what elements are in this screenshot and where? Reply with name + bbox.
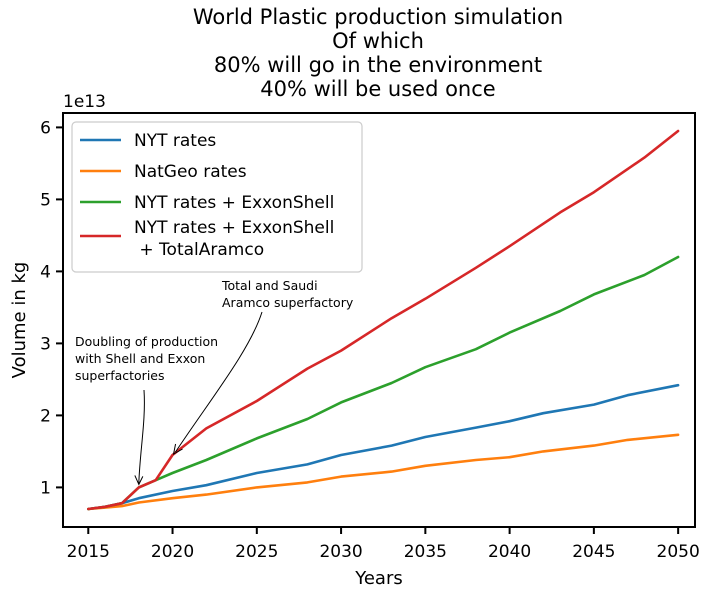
y-tick-label: 5 xyxy=(40,190,51,210)
legend-label-1: NatGeo rates xyxy=(134,162,247,182)
x-tick-label: 2040 xyxy=(488,542,531,562)
x-tick-label: 2050 xyxy=(657,542,700,562)
legend-label-line: NYT rates xyxy=(134,131,216,151)
y-tick-label: 6 xyxy=(40,118,51,138)
legend-label-2: NYT rates + ExxonShell xyxy=(134,193,334,213)
legend: NYT rates NatGeo rates NYT rates + ExxonSh… xyxy=(71,121,363,273)
legend-label-3: NYT rates + ExxonShell + TotalAramco xyxy=(134,218,334,260)
annotation-text: with Shell and Exxon xyxy=(75,351,205,366)
legend-label-line: NYT rates + ExxonShell xyxy=(134,193,334,213)
x-tick-label: 2015 xyxy=(67,542,110,562)
annotation-text: superfactories xyxy=(75,368,165,383)
legend-label-line: NYT rates + ExxonShell xyxy=(134,218,334,238)
series-line-3 xyxy=(87,129,680,511)
y-tick-label: 3 xyxy=(40,334,51,354)
y-tick-label: 1 xyxy=(40,478,51,498)
chart-title-line: 80% will go in the environment xyxy=(214,53,542,77)
chart-title-line: World Plastic production simulation xyxy=(193,5,563,29)
y-tick-label: 4 xyxy=(40,262,51,282)
series-line-0 xyxy=(87,383,680,511)
annotation-text: Total and Saudi xyxy=(221,278,318,293)
x-tick-label: 2020 xyxy=(151,542,194,562)
x-tick-label: 2030 xyxy=(319,542,362,562)
y-axis-label: Volume in kg xyxy=(9,262,30,379)
legend-label-line: NatGeo rates xyxy=(134,162,247,182)
x-tick-label: 2025 xyxy=(235,542,278,562)
chart-title-line: 40% will be used once xyxy=(260,77,495,101)
annotation-text: Aramco superfactory xyxy=(222,295,354,310)
series-line-1 xyxy=(87,433,680,511)
annotation-text: Doubling of production xyxy=(75,334,218,349)
annotation-arrow xyxy=(138,389,145,484)
annotations: Doubling of production with Shell and Ex… xyxy=(75,278,354,486)
annotation-arrow xyxy=(175,311,263,453)
plot-frame xyxy=(62,112,696,528)
x-tick-label: 2035 xyxy=(404,542,447,562)
x-tick-label: 2045 xyxy=(572,542,615,562)
legend-label-0: NYT rates xyxy=(134,131,216,151)
annotation-arrowhead xyxy=(134,475,144,486)
y-offset-label: 1e13 xyxy=(63,92,106,112)
annotation-arrowhead xyxy=(172,443,183,455)
legend-label-line: + TotalAramco xyxy=(134,240,264,260)
x-axis-label: Years xyxy=(354,568,403,589)
axes: 1e13 1 2 3 4 5 6 2015 2020 2025 2030 2035 2040 2045 20… xyxy=(9,92,700,589)
series-lines xyxy=(87,129,680,511)
y-tick-label: 2 xyxy=(40,406,51,426)
chart-title-line: Of which xyxy=(332,29,424,53)
legend-box xyxy=(71,121,363,273)
